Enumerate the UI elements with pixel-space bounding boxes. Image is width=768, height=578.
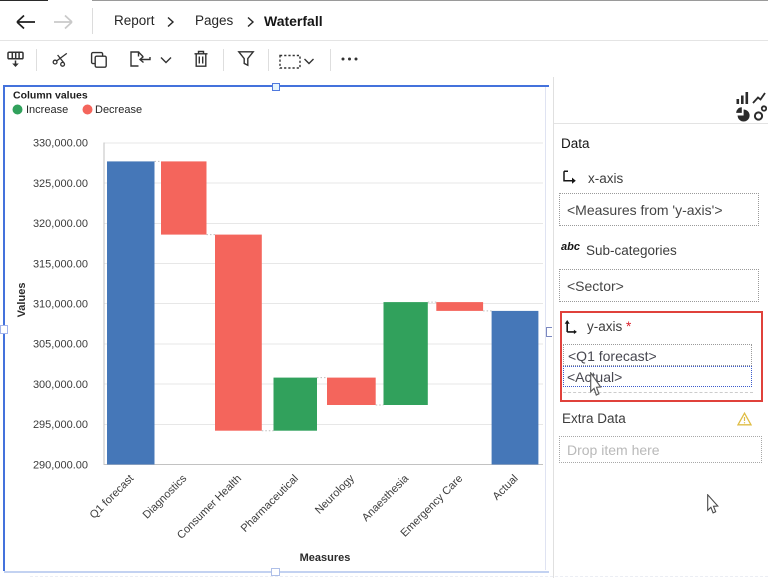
svg-text:320,000.00: 320,000.00: [33, 218, 88, 230]
svg-text:Measures: Measures: [300, 552, 351, 564]
svg-text:310,000.00: 310,000.00: [33, 299, 88, 311]
svg-text:Column values: Column values: [13, 90, 88, 102]
svg-text:Neurology: Neurology: [313, 472, 357, 516]
svg-text:330,000.00: 330,000.00: [33, 138, 88, 150]
svg-text:300,000.00: 300,000.00: [33, 379, 88, 391]
svg-text:Pharmaceutical: Pharmaceutical: [239, 473, 301, 535]
svg-text:Increase: Increase: [26, 104, 68, 116]
svg-text:Decrease: Decrease: [95, 104, 142, 116]
svg-text:Values: Values: [16, 283, 28, 318]
svg-text:Q1 forecast: Q1 forecast: [88, 473, 137, 522]
svg-text:325,000.00: 325,000.00: [33, 178, 88, 190]
svg-text:295,000.00: 295,000.00: [33, 419, 88, 431]
svg-text:Actual: Actual: [491, 473, 521, 503]
svg-text:305,000.00: 305,000.00: [33, 339, 88, 351]
svg-text:Diagnostics: Diagnostics: [141, 472, 190, 521]
svg-text:Anaesthesia: Anaesthesia: [360, 472, 412, 524]
svg-text:315,000.00: 315,000.00: [33, 258, 88, 270]
svg-text:290,000.00: 290,000.00: [33, 459, 88, 471]
